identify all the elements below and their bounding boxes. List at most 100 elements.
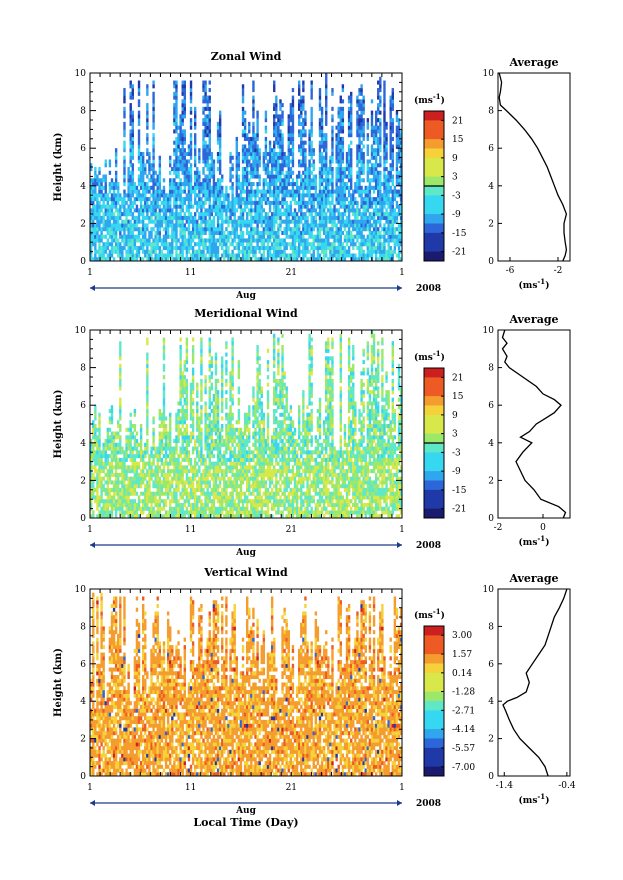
heatmap-cell: [308, 163, 310, 167]
heatmap-cell: [154, 454, 156, 458]
heatmap-cell: [102, 246, 104, 250]
heatmap-cell: [321, 163, 323, 167]
heatmap-cell: [152, 148, 154, 152]
heatmap-cell: [165, 216, 167, 220]
heatmap-cell: [227, 220, 229, 224]
heatmap-cell: [179, 231, 181, 235]
heatmap-cell: [375, 212, 377, 216]
heatmap-cell: [123, 141, 125, 145]
heatmap-cell: [265, 193, 267, 197]
heatmap-cell: [109, 492, 111, 496]
heatmap-cell: [138, 212, 140, 216]
heatmap-cell: [115, 235, 117, 239]
heatmap-cell: [144, 465, 146, 469]
heatmap-cell: [367, 167, 369, 171]
heatmap-cell: [300, 178, 302, 182]
heatmap-cell: [281, 220, 283, 224]
heatmap-cell: [175, 235, 177, 239]
heatmap-cell: [175, 111, 177, 115]
heatmap-cell: [263, 231, 265, 235]
heatmap-cell: [98, 208, 100, 212]
heatmap-cell: [300, 152, 302, 156]
heatmap-cell: [152, 92, 154, 96]
heatmap-cell: [340, 129, 342, 133]
heatmap-cell: [290, 235, 292, 239]
heatmap-cell: [362, 122, 364, 126]
heatmap-cell: [252, 238, 254, 242]
heatmap-cell: [127, 439, 129, 443]
heatmap-cell: [248, 126, 250, 130]
heatmap-cell: [146, 250, 148, 254]
heatmap-cell: [379, 253, 381, 257]
heatmap-cell: [356, 186, 358, 190]
heatmap-cell: [209, 238, 211, 242]
heatmap-cell: [132, 235, 134, 239]
heatmap-cell: [127, 499, 129, 503]
heatmap-cell: [134, 480, 136, 484]
heatmap-cell: [154, 190, 156, 194]
heatmap-cell: [325, 77, 327, 81]
heatmap-cell: [211, 175, 213, 179]
heatmap-cell: [96, 223, 98, 227]
heatmap-cell: [144, 190, 146, 194]
heatmap-cell: [198, 216, 200, 220]
heatmap-cell: [277, 178, 279, 182]
heatmap-cell: [225, 253, 227, 257]
heatmap-cell: [119, 450, 121, 454]
heatmap-cell: [142, 190, 144, 194]
heatmap-cell: [179, 126, 181, 130]
heatmap-cell: [331, 220, 333, 224]
heatmap-cell: [102, 235, 104, 239]
heatmap-cell: [298, 81, 300, 85]
heatmap-cell: [354, 253, 356, 257]
heatmap-cell: [258, 178, 260, 182]
heatmap-cell: [256, 246, 258, 250]
heatmap-cell: [148, 197, 150, 201]
heatmap-cell: [179, 137, 181, 141]
heatmap-cell: [275, 156, 277, 160]
heatmap-cell: [244, 133, 246, 137]
heatmap-cell: [348, 216, 350, 220]
heatmap-cell: [354, 227, 356, 231]
heatmap-cell: [130, 492, 132, 496]
heatmap-cell: [236, 137, 238, 141]
heatmap-cell: [392, 201, 394, 205]
heatmap-cell: [236, 144, 238, 148]
heatmap-cell: [371, 144, 373, 148]
heatmap-cell: [267, 235, 269, 239]
heatmap-cell: [157, 469, 159, 473]
heatmap-cell: [221, 190, 223, 194]
heatmap-cell: [267, 159, 269, 163]
heatmap-cell: [130, 246, 132, 250]
heatmap-cell: [186, 246, 188, 250]
heatmap-cell: [290, 227, 292, 231]
heatmap-cell: [209, 201, 211, 205]
heatmap-cell: [313, 242, 315, 246]
heatmap-cell: [383, 152, 385, 156]
heatmap-cell: [360, 190, 362, 194]
heatmap-cell: [319, 238, 321, 242]
heatmap-cell: [152, 250, 154, 254]
heatmap-cell: [362, 216, 364, 220]
heatmap-cell: [327, 186, 329, 190]
heatmap-cell: [198, 223, 200, 227]
heatmap-cell: [175, 190, 177, 194]
heatmap-cell: [171, 220, 173, 224]
heatmap-cell: [360, 197, 362, 201]
heatmap-cell: [331, 250, 333, 254]
heatmap-cell: [111, 201, 113, 205]
heatmap-cell: [144, 484, 146, 488]
heatmap-cell: [248, 148, 250, 152]
heatmap-cell: [221, 186, 223, 190]
heatmap-cell: [300, 212, 302, 216]
heatmap-cell: [348, 167, 350, 171]
heatmap-cell: [213, 246, 215, 250]
heatmap-cell: [360, 88, 362, 92]
heatmap-cell: [219, 212, 221, 216]
heatmap-cell: [358, 159, 360, 163]
heatmap-cell: [323, 193, 325, 197]
heatmap-cell: [265, 167, 267, 171]
heatmap-cell: [231, 197, 233, 201]
heatmap-cell: [125, 428, 127, 432]
heatmap-cell: [292, 159, 294, 163]
